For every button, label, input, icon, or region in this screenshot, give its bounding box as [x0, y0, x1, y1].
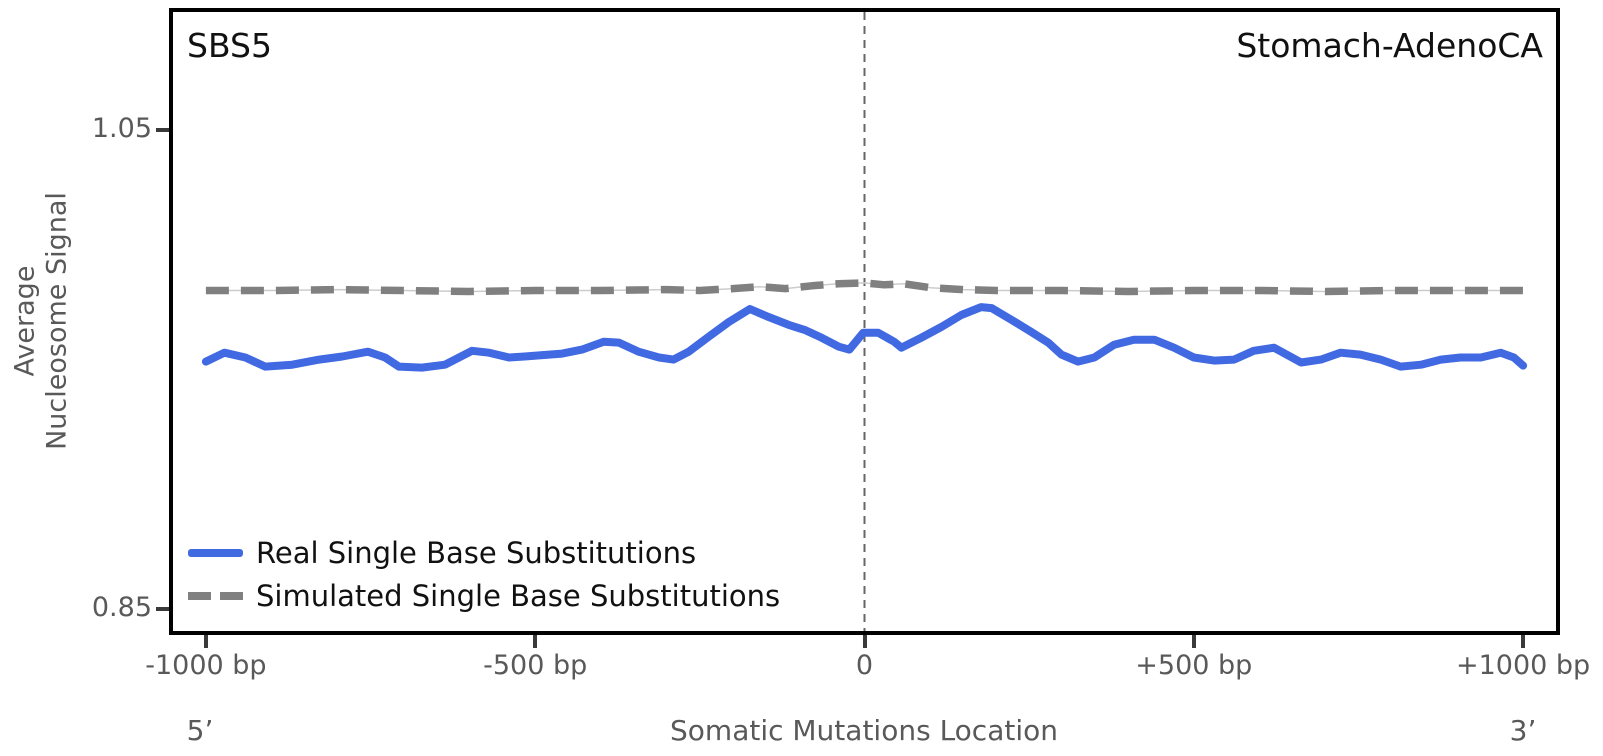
- x-tick-label: 0: [855, 650, 874, 681]
- plot-area: [169, 8, 1560, 635]
- signature-title: SBS5: [187, 26, 272, 65]
- y-axis-label-line1: Average: [9, 265, 41, 377]
- x-tick-mark: [1191, 635, 1196, 648]
- real-line-swatch: [188, 549, 243, 557]
- x-tick-label: +500 bp: [1135, 650, 1253, 681]
- y-tick-mark: [156, 127, 169, 132]
- y-tick-mark: [156, 607, 169, 612]
- x-tick-mark: [862, 635, 867, 648]
- three-prime-label: 3’: [1509, 714, 1537, 747]
- x-tick-label: +1000 bp: [1455, 650, 1591, 681]
- legend-item-real: Real Single Base Substitutions: [188, 536, 696, 570]
- x-axis-label: Somatic Mutations Location: [670, 714, 1058, 747]
- y-tick-label: 1.05: [91, 112, 152, 144]
- y-axis-label-line2: Nucleosome Signal: [42, 192, 73, 450]
- simulated-line-swatch: [188, 592, 243, 600]
- solid-line-icon: [188, 549, 243, 557]
- cancer-type-title: Stomach-AdenoCA: [1236, 26, 1543, 65]
- y-tick-label: 0.85: [91, 592, 152, 624]
- five-prime-label: 5’: [186, 714, 214, 747]
- real-line: [201, 303, 1528, 372]
- dash-icon: [220, 592, 243, 600]
- x-tick-mark: [203, 635, 208, 648]
- y-axis-label: Average Nucleosome Signal: [10, 192, 75, 450]
- legend-item-simulated: Simulated Single Base Substitutions: [188, 579, 780, 613]
- plot-svg: [201, 12, 1528, 631]
- x-tick-label: -1000 bp: [145, 650, 267, 681]
- legend-label-real: Real Single Base Substitutions: [256, 536, 697, 570]
- x-tick-mark: [533, 635, 538, 648]
- simulated-line: [205, 279, 1524, 296]
- x-tick-mark: [1521, 635, 1526, 648]
- dash-icon: [188, 592, 211, 600]
- x-tick-label: -500 bp: [483, 650, 588, 681]
- legend-label-simulated: Simulated Single Base Substitutions: [256, 579, 781, 613]
